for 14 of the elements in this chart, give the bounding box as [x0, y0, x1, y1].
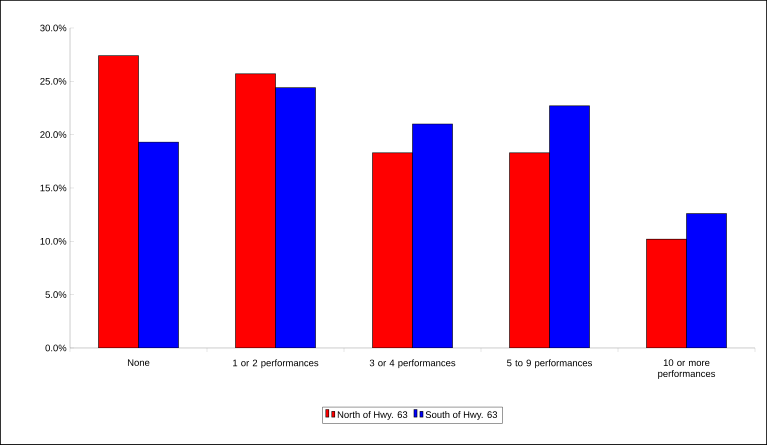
y-tick-label: 15.0% [40, 184, 66, 192]
x-tick-label: None [128, 359, 150, 366]
y-tick-label: 20.0% [40, 131, 66, 138]
legend-label: North of Hwy. 63 [338, 411, 408, 420]
legend-label: South of Hwy. 63 [426, 411, 498, 420]
x-tick-label: 10 or more performances [658, 359, 716, 379]
y-tick-label: 10.0% [40, 238, 66, 245]
x-tick-label: 1 or 2 performances [233, 359, 318, 368]
x-tick-label: 3 or 4 performances [370, 359, 456, 368]
y-tick-label: 0.0% [45, 344, 66, 352]
y-tick-label: 25.0% [40, 78, 66, 85]
y-tick-label: 30.0% [40, 24, 66, 32]
y-tick-label: 5.0% [45, 291, 66, 298]
x-tick-label: 5 to 9 performances [507, 359, 592, 368]
